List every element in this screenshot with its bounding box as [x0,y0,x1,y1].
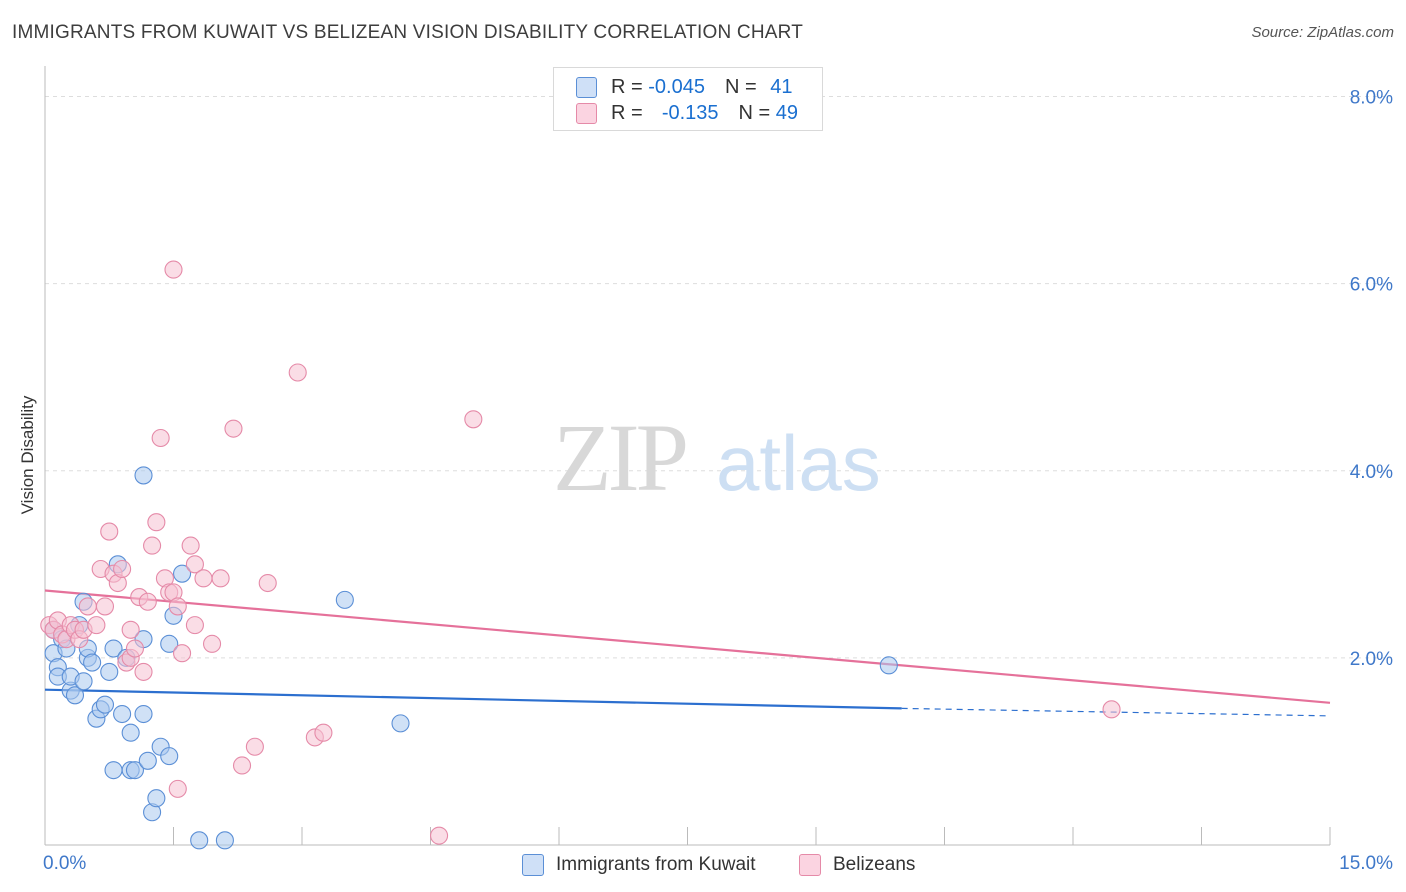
belizean-n-value: 49 [775,101,799,124]
belizean-point [203,634,222,653]
kuwait-point [134,704,153,724]
kuwait-swatch [576,76,597,98]
belizean-point [138,592,157,611]
kuwait-point [83,653,102,672]
belizean-point [430,826,449,845]
belizean-point [314,723,333,742]
belizean-point [258,573,277,593]
belizean-point [121,620,140,639]
kuwait-point [160,747,179,766]
belizean-point [232,756,252,775]
kuwait-point [100,662,119,681]
kuwait-point [190,831,209,850]
stats-legend-row-kuwait: R = -0.045 N = 41 [576,75,792,99]
watermark-zip: ZIP [553,404,686,511]
data-points [40,260,1121,850]
tick-labels: 2.0% 4.0% 6.0% 8.0% 0.0% 15.0% [43,88,1393,875]
stats-legend: R = -0.045 N = 41 R = -0.135 N = 49 [553,67,823,131]
belizean-point [78,597,97,616]
y-tick-label: 4.0% [1350,462,1393,483]
kuwait-point [215,831,234,850]
y-tick-label: 2.0% [1350,649,1393,670]
belizean-point [194,569,213,588]
belizean-legend-label: Belizeans [833,854,916,875]
kuwait-point [74,672,93,691]
n-label: N = [738,101,771,124]
kuwait-point [138,751,157,770]
belizean-point [185,616,204,635]
gridlines [45,96,1392,659]
belizean-point [168,597,187,616]
belizean-point [1102,700,1121,719]
belizean-point [134,662,153,681]
y-tick-label: 8.0% [1350,88,1393,109]
watermark: ZIP atlas [553,404,881,511]
kuwait-point [879,656,898,675]
kuwait-legend-swatch [522,854,544,876]
kuwait-point [391,714,410,733]
n-label: N = [724,75,757,98]
belizean-point [168,779,187,798]
belizean-point [95,597,115,616]
belizean-point [464,410,483,429]
kuwait-point [95,695,115,714]
belizean-r-value: -0.135 [661,101,719,124]
kuwait-point [147,789,166,808]
r-label: R = [611,75,643,98]
belizean-point [173,644,192,663]
belizean-point [143,536,162,555]
belizean-point [100,522,119,541]
stats-legend-row-belizean: R = -0.135 N = 49 [576,101,798,125]
kuwait-point [113,704,132,724]
trend-lines [44,589,1331,717]
belizean-point [181,536,200,555]
y-tick-label: 6.0% [1350,275,1393,296]
belizean-point [87,616,106,635]
kuwait-point [160,634,179,653]
belizean-point [125,639,144,658]
kuwait-legend-label: Immigrants from Kuwait [556,854,756,875]
belizean-point [147,513,166,532]
source-label: Source: ZipAtlas.com [1251,24,1394,41]
axes [44,66,1331,846]
kuwait-point [335,590,354,609]
belizean-point [224,419,243,438]
kuwait-point [104,639,123,658]
belizean-point [211,569,230,588]
kuwait-point [121,723,140,742]
r-label: R = [611,101,643,124]
watermark-atlas: atlas [716,419,881,507]
kuwait-point [104,761,123,780]
kuwait-n-value: 41 [770,75,793,98]
kuwait-point [125,761,144,780]
belizean-point [164,260,183,279]
x-tick-label: 15.0% [1339,853,1393,874]
kuwait-point [134,466,153,485]
kuwait-point [173,564,192,583]
belizean-point [151,428,170,448]
belizean-point [288,363,307,382]
legend-item-kuwait: Immigrants from Kuwait [522,852,756,878]
legend-item-belizean: Belizeans [799,852,915,878]
x-tick-label: 0.0% [43,853,86,874]
belizean-trend-line [44,589,1331,704]
belizean-swatch [576,102,597,124]
kuwait-r-value: -0.045 [648,75,705,98]
chart-title: IMMIGRANTS FROM KUWAIT VS BELIZEAN VISIO… [12,22,804,43]
belizean-point [185,555,204,574]
belizean-legend-swatch [799,854,821,876]
kuwait-trend-line [44,688,902,710]
belizean-point [245,737,264,756]
belizean-point [113,559,132,579]
kuwait-point [65,686,85,705]
